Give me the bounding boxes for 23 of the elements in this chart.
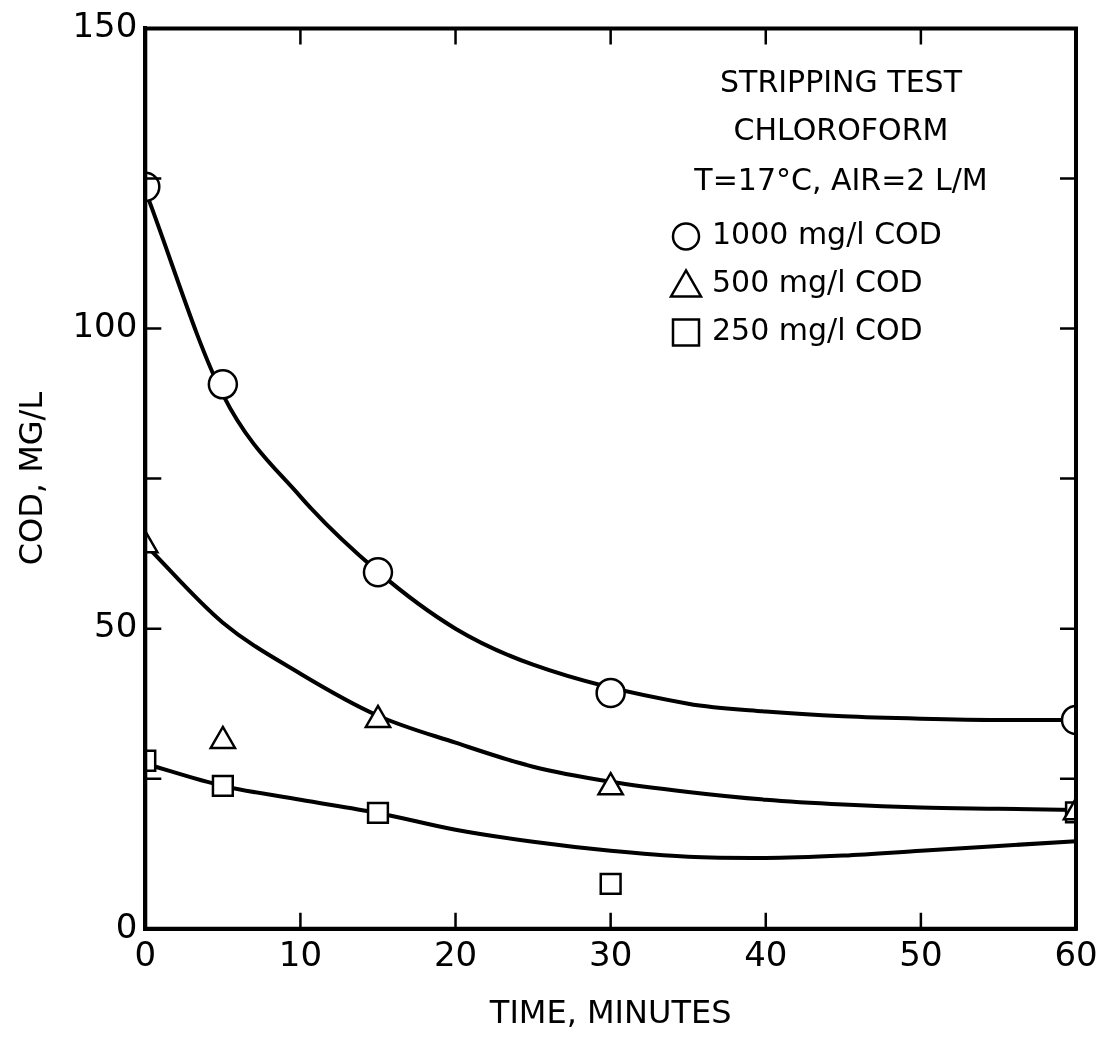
x-axis-title: TIME, MINUTES (488, 993, 732, 1032)
x-tick-label: 30 (589, 934, 633, 975)
y-tick-label: 150 (72, 5, 138, 46)
y-tick-label: 100 (72, 305, 138, 346)
y-axis-title: COD, MG/L (11, 391, 50, 566)
legend-label: 1000 mg/l COD (712, 216, 942, 252)
x-tick-label: 60 (1054, 934, 1098, 975)
point (211, 774, 234, 798)
point (599, 872, 622, 895)
x-tick-label: 50 (899, 934, 943, 975)
x-tick-label: 20 (433, 934, 478, 975)
y-tick-label: 0 (115, 905, 138, 946)
point (595, 677, 626, 709)
x-tick-label: 10 (278, 934, 323, 975)
point (366, 801, 390, 825)
legend-label: 250 mg/l COD (712, 312, 923, 348)
point (362, 556, 394, 588)
text: STRIPPING TEST CHLOROFORM (720, 64, 963, 148)
x-tick-label: 40 (744, 934, 788, 975)
legend-label: 500 mg/l COD (712, 264, 923, 300)
y-tick-label: 50 (94, 605, 138, 646)
text: T=17°C, AIR=2 L/M (693, 162, 988, 198)
point (207, 369, 239, 400)
